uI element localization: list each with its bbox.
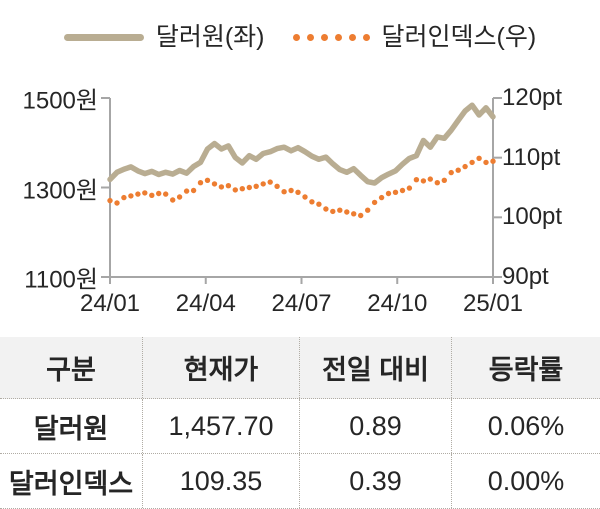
fx-rates-table: 구분 현재가 전일 대비 등락률 달러원 1,457.70 0.89 0.06%…	[0, 337, 600, 509]
won-line-swatch-icon	[63, 33, 144, 41]
left-axis-tick-1500: 1500원	[22, 87, 98, 115]
row-label-index: 달러인덱스	[0, 454, 143, 508]
index-day-change: 0.39	[300, 454, 452, 508]
right-axis-tick-110: 110pt	[502, 143, 561, 171]
left-axis-tick-1300: 1300원	[22, 177, 98, 204]
index-current-price: 109.35	[143, 454, 300, 508]
left-axis-tick-1100: 1100원	[24, 266, 98, 294]
index-change-rate: 0.00%	[487, 465, 565, 496]
won-change-rate: 0.06%	[487, 410, 565, 441]
x-axis-tick-2407: 24/07	[271, 290, 332, 317]
legend-label-index: 달러인덱스(우)	[381, 23, 537, 51]
legend-label-won: 달러원(좌)	[155, 23, 265, 51]
fx-line-chart: 1500원 1300원 1100원 120pt 110pt 100pt 90pt…	[0, 50, 600, 335]
x-axis-tick-2401: 24/01	[79, 290, 141, 317]
won-day-change: 0.89	[300, 399, 452, 453]
row-label-won: 달러원	[0, 399, 143, 453]
table-header-day-change: 전일 대비	[300, 337, 452, 398]
x-axis-tick-2404: 24/04	[175, 290, 236, 317]
table-header-current-price: 현재가	[143, 337, 300, 398]
right-axis-tick-120: 120pt	[502, 84, 563, 111]
x-axis-tick-2410: 24/10	[367, 290, 428, 317]
index-dots-swatch-icon	[292, 33, 370, 41]
won-current-price: 1,457.70	[143, 399, 300, 453]
table-header-category: 구분	[0, 337, 143, 398]
table-row-index: 달러인덱스 109.35 0.39 0.00%	[0, 454, 600, 509]
x-axis-tick-2501: 25/01	[462, 290, 524, 317]
table-header-row: 구분 현재가 전일 대비 등락률	[0, 337, 600, 399]
table-row-won: 달러원 1,457.70 0.89 0.06%	[0, 399, 600, 454]
chart-legend: 달러원(좌) 달러인덱스(우)	[0, 20, 600, 54]
right-axis-tick-90: 90pt	[502, 263, 549, 290]
table-header-change-rate: 등락률	[488, 355, 564, 385]
right-axis-tick-100: 100pt	[502, 203, 563, 231]
fx-line-chart-plot	[101, 97, 502, 284]
